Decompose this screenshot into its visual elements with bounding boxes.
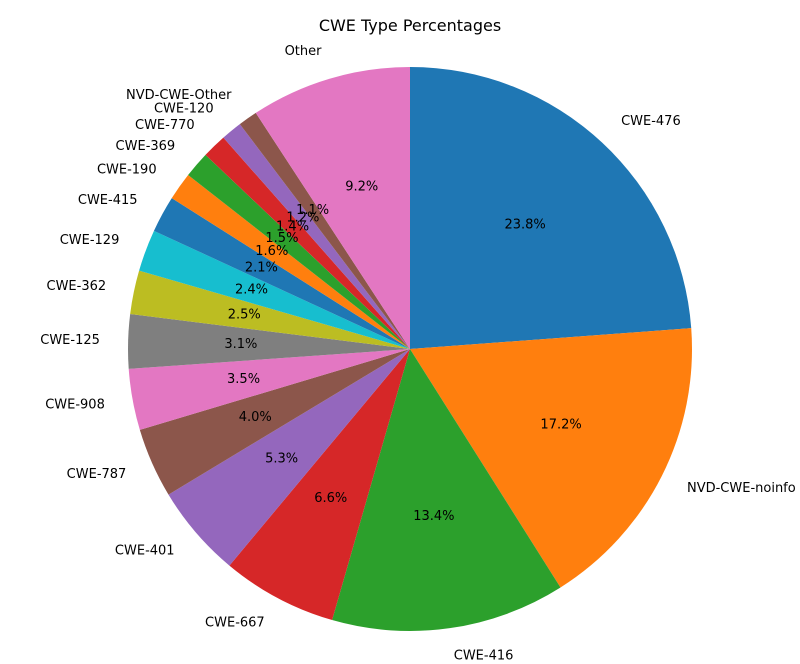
label-cwe-416: CWE-416: [454, 649, 514, 664]
slice-cwe-369: [188, 154, 410, 349]
slice-cwe-362: [130, 270, 410, 349]
slice-cwe-120: [223, 124, 410, 349]
pct-cwe-770: 1.4%: [276, 220, 309, 235]
pct-cwe-369: 1.5%: [265, 231, 298, 246]
slice-cwe-125: [128, 314, 411, 369]
pct-cwe-190: 1.6%: [255, 244, 288, 259]
pct-nvd-cwe-other: 1.1%: [296, 203, 329, 218]
pct-cwe-416: 13.4%: [413, 509, 454, 524]
label-cwe-120: CWE-120: [154, 101, 214, 116]
label-other: Other: [285, 44, 323, 59]
pct-cwe-476: 23.8%: [504, 218, 545, 233]
label-cwe-667: CWE-667: [205, 616, 265, 631]
pct-cwe-120: 1.2%: [286, 211, 319, 226]
slice-nvd-cwe-noinfo: [410, 328, 692, 588]
slice-cwe-415: [153, 198, 410, 349]
chart-title: CWE Type Percentages: [318, 16, 502, 35]
slice-cwe-190: [171, 174, 410, 349]
label-cwe-362: CWE-362: [47, 279, 107, 294]
pct-cwe-908: 3.5%: [227, 372, 260, 387]
label-nvd-cwe-noinfo: NVD-CWE-noinfo: [687, 481, 796, 496]
percentage-labels: 23.8% 17.2% 13.4% 6.6% 5.3% 4.0% 3.5% 3.1% 2.5% 2…: [224, 179, 581, 524]
pct-cwe-415: 2.1%: [245, 261, 278, 276]
label-cwe-190: CWE-190: [97, 163, 157, 178]
label-cwe-476: CWE-476: [621, 114, 681, 129]
pct-cwe-362: 2.5%: [228, 307, 261, 322]
pct-cwe-125: 3.1%: [224, 337, 257, 352]
slice-nvd-cwe-other: [239, 112, 410, 350]
label-nvd-cwe-other: NVD-CWE-Other: [126, 88, 232, 103]
label-cwe-401: CWE-401: [115, 543, 175, 558]
pct-cwe-129: 2.4%: [235, 282, 268, 297]
slice-cwe-129: [139, 230, 411, 349]
label-cwe-129: CWE-129: [60, 233, 120, 248]
label-cwe-787: CWE-787: [67, 467, 127, 482]
pct-cwe-667: 6.6%: [314, 491, 347, 506]
slice-other: [255, 67, 410, 349]
pct-other: 9.2%: [345, 179, 378, 194]
slice-cwe-476: [410, 67, 692, 349]
slice-cwe-401: [168, 349, 410, 566]
label-cwe-770: CWE-770: [135, 118, 195, 133]
pct-nvd-cwe-noinfo: 17.2%: [540, 418, 581, 433]
pie-slices: [128, 67, 692, 631]
label-cwe-415: CWE-415: [78, 193, 138, 208]
pct-cwe-401: 5.3%: [265, 452, 298, 467]
label-cwe-125: CWE-125: [40, 333, 100, 348]
slice-cwe-787: [139, 349, 410, 495]
category-labels: CWE-476 NVD-CWE-noinfo CWE-416 CWE-667 CWE-4…: [40, 44, 796, 663]
slice-cwe-908: [128, 349, 410, 430]
pct-cwe-787: 4.0%: [239, 410, 272, 425]
slice-cwe-416: [332, 349, 561, 631]
slice-cwe-667: [229, 349, 410, 621]
label-cwe-908: CWE-908: [45, 397, 105, 412]
label-cwe-369: CWE-369: [116, 139, 176, 154]
slice-cwe-770: [205, 137, 410, 349]
